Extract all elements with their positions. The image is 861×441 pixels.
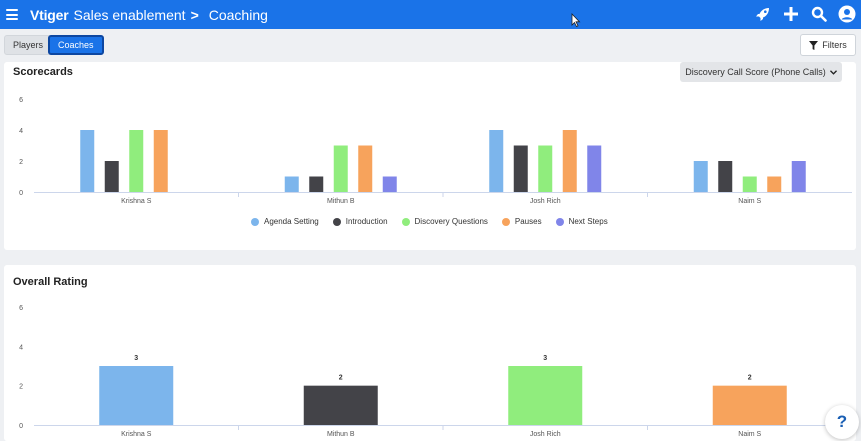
legend-label: Introduction — [345, 217, 388, 226]
bar-introduction-naim-s — [718, 161, 733, 192]
bar-introduction-josh-rich — [513, 145, 528, 192]
sub-toolbar: Players Coaches Filters — [0, 29, 861, 62]
mouse-cursor-icon — [571, 13, 581, 27]
x-tick-label: Josh Rich — [530, 198, 561, 205]
filter-icon — [809, 40, 819, 50]
bar-naim-s — [712, 385, 787, 425]
bar-next-steps-mithun-b — [382, 176, 397, 192]
top-navbar: Vtiger Sales enablement > Coaching — [0, 0, 861, 29]
legend-dot — [251, 217, 259, 226]
legend-label: Discovery Questions — [414, 217, 488, 226]
help-button[interactable]: ? — [825, 405, 859, 439]
bar-discovery-questions-naim-s — [742, 176, 757, 192]
legend-item-next-steps[interactable]: Next Steps — [555, 217, 608, 226]
tab-players[interactable]: Players — [4, 35, 53, 55]
y-tick-label: 4 — [19, 344, 23, 351]
y-tick-label: 2 — [19, 159, 23, 166]
menu-icon[interactable] — [6, 9, 18, 20]
bar-krishna-s — [99, 366, 174, 425]
x-tick-label: Krishna S — [121, 431, 152, 438]
bar-agenda-setting-krishna-s — [80, 130, 95, 192]
bar-agenda-setting-josh-rich — [489, 130, 504, 192]
bar-josh-rich — [508, 366, 583, 425]
legend-item-discovery-questions[interactable]: Discovery Questions — [401, 217, 488, 226]
filters-button[interactable]: Filters — [800, 34, 856, 56]
tab-coaches[interactable]: Coaches — [48, 35, 104, 55]
scorecards-title: Scorecards — [13, 66, 73, 78]
legend-dot — [501, 217, 510, 226]
bar-introduction-krishna-s — [104, 161, 119, 192]
bar-pauses-mithun-b — [358, 145, 373, 192]
bar-introduction-mithun-b — [309, 176, 324, 192]
legend-dot — [401, 217, 410, 226]
legend-item-pauses[interactable]: Pauses — [501, 217, 542, 226]
data-label: 3 — [543, 355, 547, 362]
data-label: 3 — [134, 355, 138, 362]
data-label: 2 — [748, 375, 752, 382]
x-tick-label: Naim S — [738, 198, 761, 205]
y-tick-label: 6 — [19, 305, 23, 312]
brand-logo[interactable]: Vtiger — [30, 6, 69, 23]
legend-dot — [332, 217, 341, 226]
dropdown-value: Discovery Call Score (Phone Calls) — [685, 67, 826, 77]
overall-rating-chart: 0 2 4 6 3 Krishna S 2 Mithun B 3 Josh Rich 2 Naim S — [19, 305, 852, 438]
filters-label: Filters — [822, 40, 847, 50]
scorecards-chart: 0 2 4 6 Krishna S Mithun B Josh Rich Naim S — [19, 97, 852, 205]
y-tick-label: 4 — [19, 128, 23, 135]
legend-item-introduction[interactable]: Introduction — [332, 217, 388, 226]
overall-rating-card: Overall Rating 0 2 4 6 3 Krishna S 2 Mithun B 3 J… — [4, 265, 856, 441]
x-tick-label: Naim S — [738, 431, 761, 438]
y-tick-label: 6 — [19, 97, 23, 104]
scorecard-type-dropdown[interactable]: Discovery Call Score (Phone Calls) — [680, 62, 842, 82]
legend-label: Agenda Setting — [264, 217, 319, 226]
bar-discovery-questions-josh-rich — [538, 145, 553, 192]
bar-pauses-krishna-s — [153, 130, 168, 192]
legend-label: Pauses — [514, 217, 542, 226]
bar-discovery-questions-mithun-b — [333, 145, 348, 192]
y-tick-label: 0 — [19, 190, 23, 197]
breadcrumb-separator: > — [190, 6, 199, 23]
plus-icon[interactable] — [781, 3, 801, 25]
data-label: 2 — [339, 375, 343, 382]
y-tick-label: 0 — [19, 423, 23, 430]
bar-next-steps-josh-rich — [587, 145, 602, 192]
y-tick-label: 2 — [19, 384, 23, 391]
bar-agenda-setting-mithun-b — [284, 176, 299, 192]
legend-label: Next Steps — [568, 217, 608, 226]
x-tick-label: Mithun B — [327, 431, 355, 438]
x-tick-label: Krishna S — [121, 198, 152, 205]
bar-mithun-b — [303, 385, 378, 425]
breadcrumb-page: Coaching — [208, 6, 268, 23]
breadcrumb-section[interactable]: Sales enablement — [73, 6, 186, 23]
search-icon[interactable] — [809, 3, 829, 25]
x-tick-label: Mithun B — [327, 198, 355, 205]
x-tick-label: Josh Rich — [530, 431, 561, 438]
scorecards-legend: Agenda Setting Introduction Discovery Ques… — [251, 217, 608, 226]
chevron-down-icon — [829, 69, 837, 75]
bar-next-steps-naim-s — [791, 161, 806, 192]
overall-rating-title: Overall Rating — [13, 276, 88, 288]
bar-discovery-questions-krishna-s — [129, 130, 144, 192]
bar-pauses-naim-s — [767, 176, 782, 192]
legend-item-agenda-setting[interactable]: Agenda Setting — [251, 217, 319, 226]
bar-agenda-setting-naim-s — [693, 161, 708, 192]
scorecards-card: Scorecards Discovery Call Score (Phone C… — [4, 62, 856, 250]
user-icon[interactable] — [837, 3, 857, 25]
legend-dot — [555, 217, 564, 226]
rocket-icon[interactable] — [753, 3, 773, 25]
bar-pauses-josh-rich — [562, 130, 577, 192]
